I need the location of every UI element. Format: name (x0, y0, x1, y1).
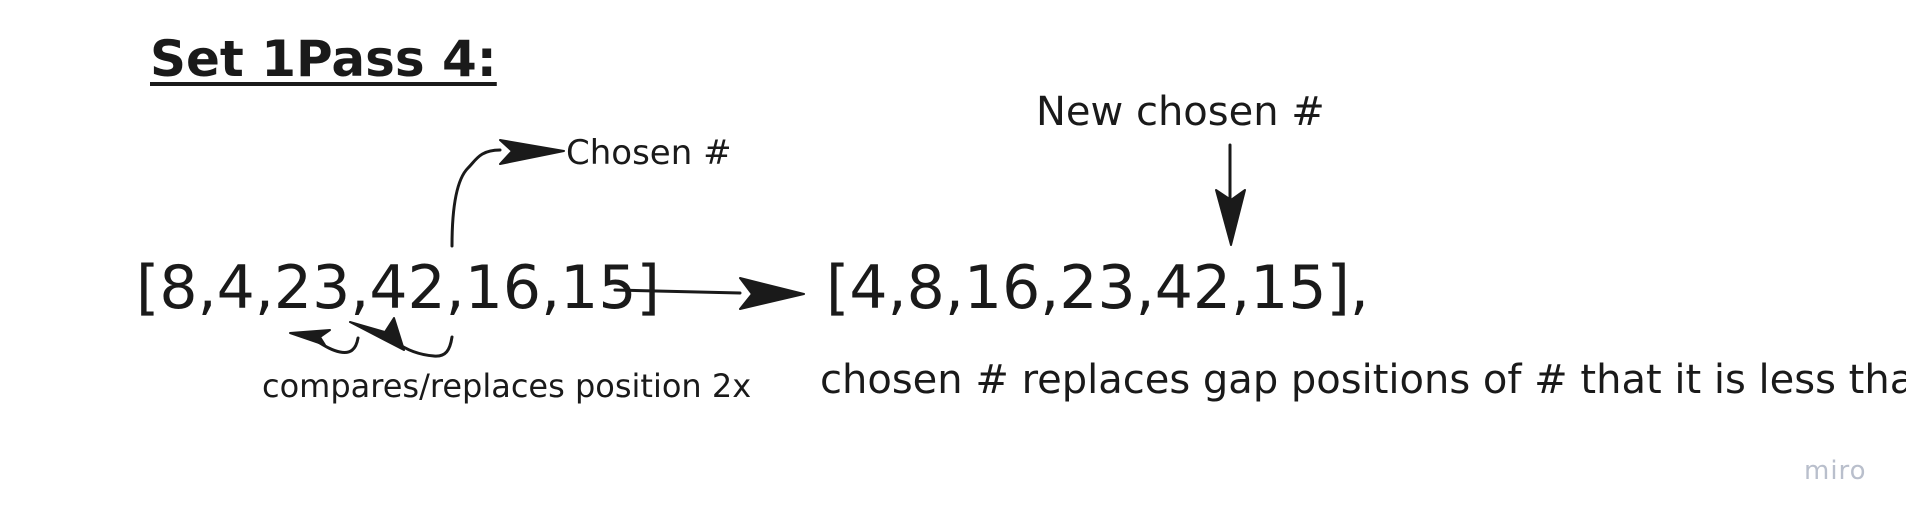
compares-arrowhead-right (349, 317, 405, 351)
compares-arrowhead-left (289, 329, 331, 346)
array-before: [8,4,23,42,16,15] (136, 253, 660, 323)
compares-arrow-right (394, 335, 454, 358)
array-after: [4,8,16,23,42,15], (826, 253, 1369, 323)
chosen-curve-arrow (450, 148, 502, 248)
transition-arrowhead (739, 277, 805, 310)
miro-watermark: miro (1804, 456, 1867, 486)
chosen-arrowhead (499, 139, 565, 165)
chosen-label: Chosen # (566, 133, 732, 173)
transition-arrow (613, 288, 742, 295)
diagram-title: Set 1Pass 4: (150, 30, 497, 88)
compares-label: compares/replaces position 2x (262, 367, 752, 405)
explanation-label: chosen # replaces gap positions of # tha… (820, 357, 1906, 403)
new-chosen-arrowhead (1215, 189, 1246, 246)
new-chosen-label: New chosen # (1036, 89, 1325, 135)
